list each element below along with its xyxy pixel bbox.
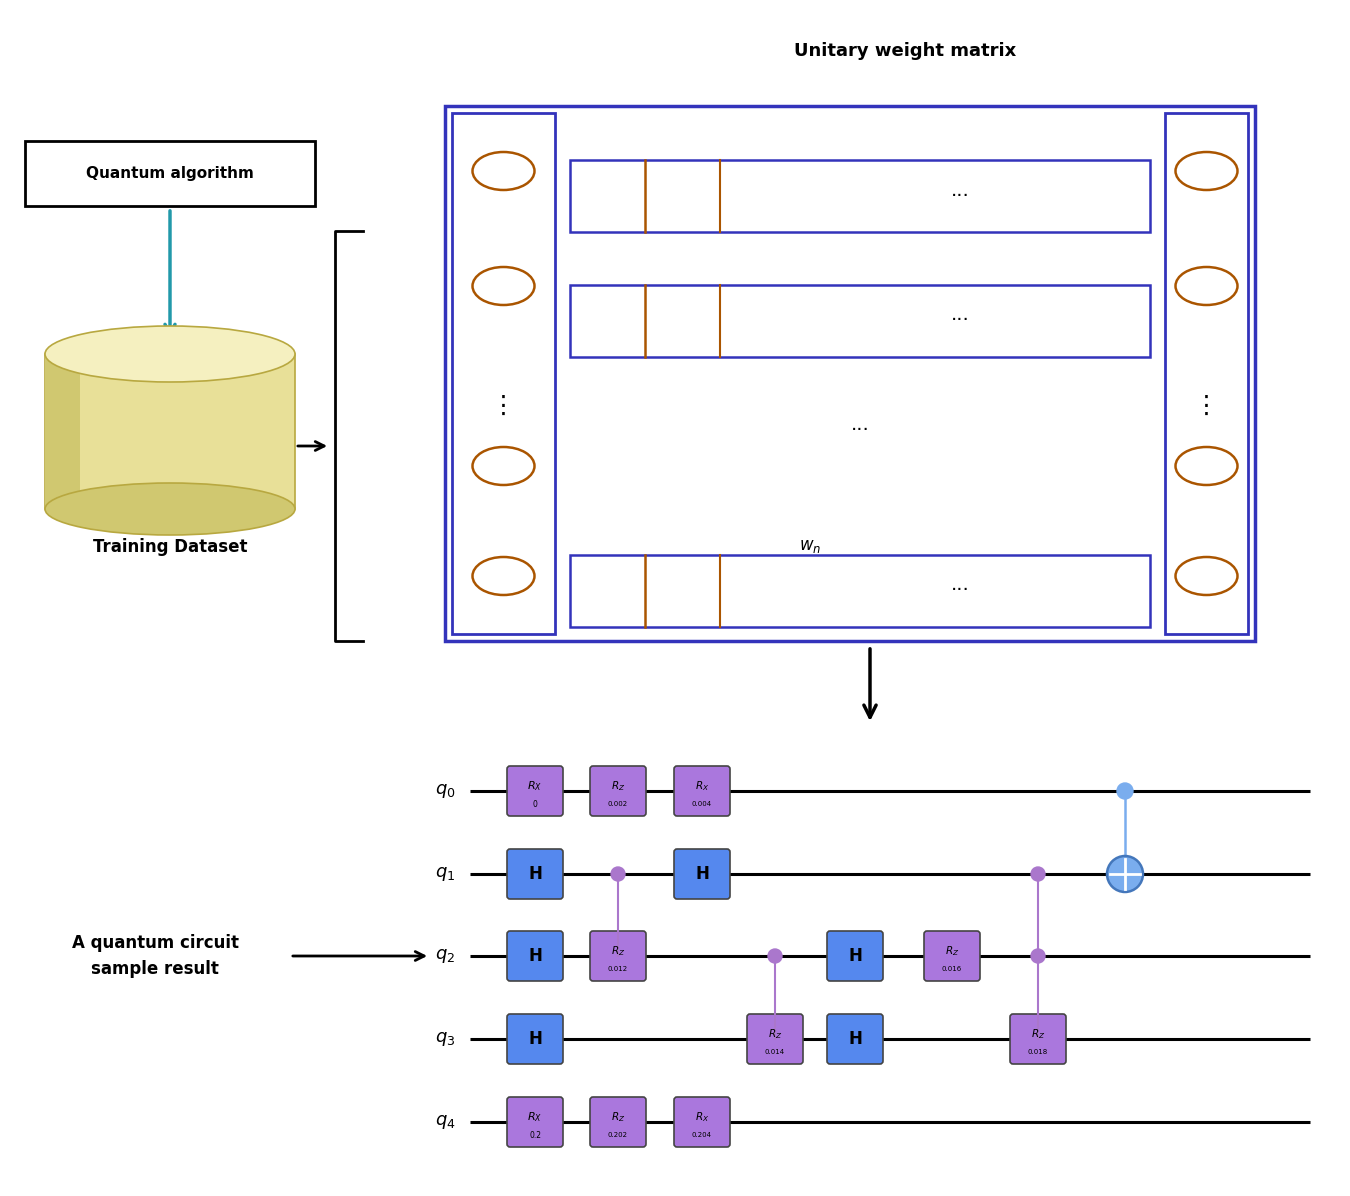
FancyBboxPatch shape	[1165, 112, 1247, 634]
Text: 0: 0	[532, 800, 537, 808]
FancyBboxPatch shape	[674, 765, 730, 816]
Circle shape	[1116, 783, 1133, 799]
Text: 0.204: 0.204	[693, 1133, 711, 1139]
FancyBboxPatch shape	[1010, 1014, 1066, 1064]
FancyBboxPatch shape	[747, 1014, 803, 1064]
Text: 0.002: 0.002	[608, 801, 628, 807]
Text: 0.016: 0.016	[942, 966, 963, 972]
Text: $q_1$: $q_1$	[435, 865, 455, 883]
FancyBboxPatch shape	[674, 1097, 730, 1147]
Ellipse shape	[472, 267, 535, 305]
Ellipse shape	[1176, 152, 1238, 190]
Text: H: H	[848, 947, 861, 965]
Text: 0.014: 0.014	[765, 1049, 786, 1055]
Text: H: H	[528, 1030, 541, 1048]
FancyBboxPatch shape	[923, 930, 980, 981]
FancyBboxPatch shape	[446, 106, 1256, 641]
FancyBboxPatch shape	[590, 930, 647, 981]
Text: $w_2$: $w_2$	[799, 292, 821, 310]
Text: ···: ···	[950, 311, 969, 330]
FancyBboxPatch shape	[674, 849, 730, 899]
Text: $w_1$: $w_1$	[799, 207, 821, 225]
Text: Unitary weight matrix: Unitary weight matrix	[794, 42, 1017, 60]
Text: $R_Z$: $R_Z$	[768, 1027, 782, 1041]
Text: 0.2: 0.2	[529, 1130, 541, 1140]
Text: $R_X$: $R_X$	[528, 779, 543, 793]
Text: $R_Z$: $R_Z$	[945, 944, 958, 958]
Text: $R_Z$: $R_Z$	[1031, 1027, 1045, 1041]
Text: $|x_i\rangle$: $|x_i\rangle$	[500, 116, 531, 140]
Text: $w_n$: $w_n$	[799, 537, 821, 555]
Text: 0.202: 0.202	[608, 1133, 628, 1139]
Polygon shape	[45, 354, 296, 509]
FancyBboxPatch shape	[26, 141, 315, 206]
Text: H: H	[528, 947, 541, 965]
FancyBboxPatch shape	[570, 555, 1150, 627]
Text: $q_3$: $q_3$	[435, 1030, 455, 1048]
Text: $q_0$: $q_0$	[435, 782, 455, 800]
Text: Quantum algorithm: Quantum algorithm	[86, 166, 254, 181]
Text: H: H	[695, 865, 709, 883]
FancyBboxPatch shape	[570, 285, 1150, 356]
Text: $R_X$: $R_X$	[528, 1110, 543, 1123]
Ellipse shape	[1176, 557, 1238, 594]
Text: $R_X$: $R_X$	[695, 779, 709, 793]
Text: ···: ···	[950, 581, 969, 600]
Circle shape	[1031, 948, 1045, 963]
Circle shape	[1031, 867, 1045, 881]
Text: H: H	[528, 865, 541, 883]
FancyBboxPatch shape	[590, 765, 647, 816]
Ellipse shape	[45, 483, 296, 535]
Text: ⋮: ⋮	[1193, 393, 1219, 417]
Text: $|y_i\rangle$: $|y_i\rangle$	[1193, 116, 1226, 140]
Text: $R_Z$: $R_Z$	[610, 1110, 625, 1123]
Text: 0.004: 0.004	[693, 801, 711, 807]
Ellipse shape	[45, 327, 296, 382]
Text: $R_Z$: $R_Z$	[610, 779, 625, 793]
Ellipse shape	[1176, 267, 1238, 305]
FancyBboxPatch shape	[508, 849, 563, 899]
FancyBboxPatch shape	[508, 930, 563, 981]
Text: $q_4$: $q_4$	[435, 1113, 455, 1131]
Text: H: H	[848, 1030, 861, 1048]
FancyBboxPatch shape	[590, 1097, 647, 1147]
Ellipse shape	[472, 447, 535, 486]
Text: 0.012: 0.012	[608, 966, 628, 972]
Text: $R_Z$: $R_Z$	[610, 944, 625, 958]
FancyBboxPatch shape	[828, 1014, 883, 1064]
Ellipse shape	[472, 152, 535, 190]
Circle shape	[768, 948, 782, 963]
Text: ···: ···	[850, 421, 869, 440]
Text: ⋮: ⋮	[491, 393, 516, 417]
Text: Training Dataset: Training Dataset	[93, 538, 247, 556]
FancyBboxPatch shape	[828, 930, 883, 981]
Text: $q_2$: $q_2$	[435, 947, 455, 965]
Text: $R_X$: $R_X$	[695, 1110, 709, 1123]
FancyBboxPatch shape	[508, 1014, 563, 1064]
Ellipse shape	[1176, 447, 1238, 486]
Text: 0.018: 0.018	[1027, 1049, 1048, 1055]
Circle shape	[1107, 856, 1143, 892]
Circle shape	[612, 867, 625, 881]
Ellipse shape	[472, 557, 535, 594]
Text: A quantum circuit
sample result: A quantum circuit sample result	[72, 934, 239, 977]
FancyBboxPatch shape	[452, 112, 555, 634]
FancyBboxPatch shape	[508, 765, 563, 816]
Text: ···: ···	[950, 187, 969, 206]
Polygon shape	[45, 354, 80, 509]
FancyBboxPatch shape	[570, 160, 1150, 232]
FancyBboxPatch shape	[508, 1097, 563, 1147]
